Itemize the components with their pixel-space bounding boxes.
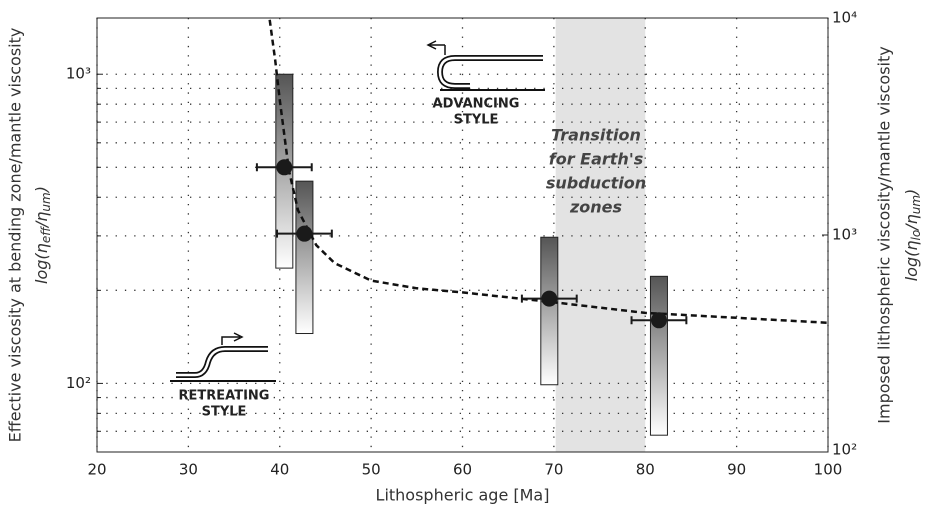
y-axis-label: Effective viscosity at bending zone/mant… bbox=[6, 28, 25, 443]
axis-log-part: ) bbox=[902, 189, 921, 196]
axis-log-part: log(η bbox=[902, 240, 921, 281]
x-axis-label: Lithospheric age [Ma] bbox=[376, 486, 550, 505]
data-point bbox=[296, 226, 312, 242]
x-tick-label: 40 bbox=[270, 461, 289, 479]
x-tick-label: 100 bbox=[814, 461, 843, 479]
data-point bbox=[541, 291, 557, 307]
x-tick-label: 90 bbox=[727, 461, 746, 479]
advancing-icon bbox=[428, 41, 545, 90]
data-point bbox=[651, 312, 667, 328]
band-label: subduction bbox=[546, 174, 646, 193]
x-tick-label: 60 bbox=[453, 461, 472, 479]
axis-log-label: log(ηlo/ηum) bbox=[902, 189, 923, 282]
axis-log-part: /η bbox=[902, 214, 921, 232]
axis-log-part: lo bbox=[909, 230, 923, 241]
chart: 20 30 40 50 60 70 80 90 100 10² 10³ 10² 10³ 10⁴ Lithos… bbox=[0, 0, 932, 509]
retreating-icon bbox=[170, 333, 276, 381]
axis-log-part: um bbox=[909, 195, 923, 214]
y2-tick-label: 10² bbox=[832, 441, 857, 459]
band-label: zones bbox=[569, 198, 622, 217]
axis-log-part: ) bbox=[32, 186, 51, 193]
annotation: STYLE bbox=[202, 405, 247, 420]
range-bar bbox=[650, 276, 667, 435]
x-tick-label: 50 bbox=[362, 461, 381, 479]
annotation: STYLE bbox=[454, 113, 499, 128]
y-tick-label: 10³ bbox=[66, 65, 91, 83]
band-label: for Earth's bbox=[549, 150, 644, 169]
data-point bbox=[276, 159, 292, 175]
y2-tick-label: 10⁴ bbox=[832, 9, 857, 27]
axis-log-part: /η bbox=[32, 212, 51, 230]
transition-band bbox=[556, 18, 646, 452]
axis-log-label: log(ηeff/ηum) bbox=[32, 186, 53, 284]
range-bar bbox=[541, 237, 558, 385]
range-bar bbox=[296, 181, 313, 333]
axis-log-part: log(η bbox=[32, 243, 51, 284]
annotation: ADVANCING bbox=[433, 97, 520, 112]
y-tick-label: 10² bbox=[66, 374, 91, 392]
y2-axis-label: Imposed lithospheric viscosity/mantle vi… bbox=[875, 46, 894, 423]
annotation: RETREATING bbox=[179, 389, 270, 404]
axis-log-part: eff bbox=[39, 226, 53, 243]
y2-tick-label: 10³ bbox=[832, 226, 857, 244]
x-tick-label: 70 bbox=[544, 461, 563, 479]
x-tick-label: 30 bbox=[179, 461, 198, 479]
axis-log-part: um bbox=[39, 192, 53, 211]
x-tick-label: 80 bbox=[636, 461, 655, 479]
x-tick-label: 20 bbox=[87, 461, 106, 479]
band-label: Transition bbox=[551, 126, 641, 145]
